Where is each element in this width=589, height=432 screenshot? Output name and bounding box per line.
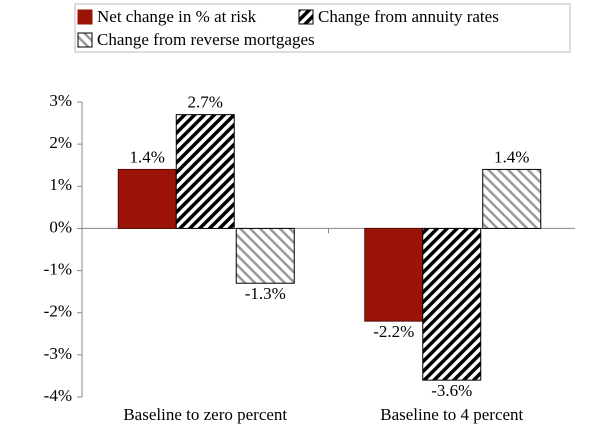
- bar: [422, 227, 482, 381]
- legend-swatch: [298, 9, 314, 25]
- value-label: -1.3%: [245, 284, 286, 303]
- legend-label: Change from annuity rates: [318, 7, 499, 26]
- legend-label: Change from reverse mortgages: [97, 30, 315, 49]
- legend-swatch: [77, 32, 93, 48]
- bar: [175, 114, 235, 229]
- value-label: -2.2%: [373, 322, 414, 341]
- legend-swatch: [77, 9, 93, 25]
- value-label: 1.4%: [494, 147, 529, 166]
- bar: [482, 168, 542, 229]
- value-label: 2.7%: [188, 93, 223, 112]
- y-tick-label: 3%: [49, 91, 72, 110]
- x-tick-label: Baseline to zero percent: [123, 405, 287, 424]
- value-label: 1.4%: [130, 147, 165, 166]
- y-tick-label: -2%: [44, 302, 72, 321]
- y-tick-label: 0%: [49, 217, 72, 236]
- legend-box: [74, 3, 571, 53]
- bar: [235, 227, 295, 284]
- legend-label: Net change in % at risk: [97, 7, 257, 26]
- y-tick-label: -4%: [44, 386, 72, 405]
- x-tick-label: Baseline to 4 percent: [380, 405, 523, 424]
- y-tick-label: -1%: [44, 259, 72, 278]
- bar: [364, 227, 424, 322]
- y-tick-label: -3%: [44, 344, 72, 363]
- bar: [117, 168, 177, 229]
- y-tick-label: 1%: [49, 175, 72, 194]
- y-tick-label: 2%: [49, 133, 72, 152]
- value-label: -3.6%: [431, 381, 472, 400]
